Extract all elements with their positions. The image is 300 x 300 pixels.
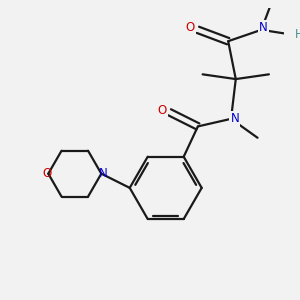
Text: O: O (157, 104, 167, 117)
Text: O: O (186, 21, 195, 34)
Text: N: N (99, 167, 108, 180)
Text: O: O (43, 167, 52, 180)
Text: N: N (259, 21, 268, 34)
Text: N: N (230, 112, 239, 125)
Text: H: H (295, 28, 300, 41)
